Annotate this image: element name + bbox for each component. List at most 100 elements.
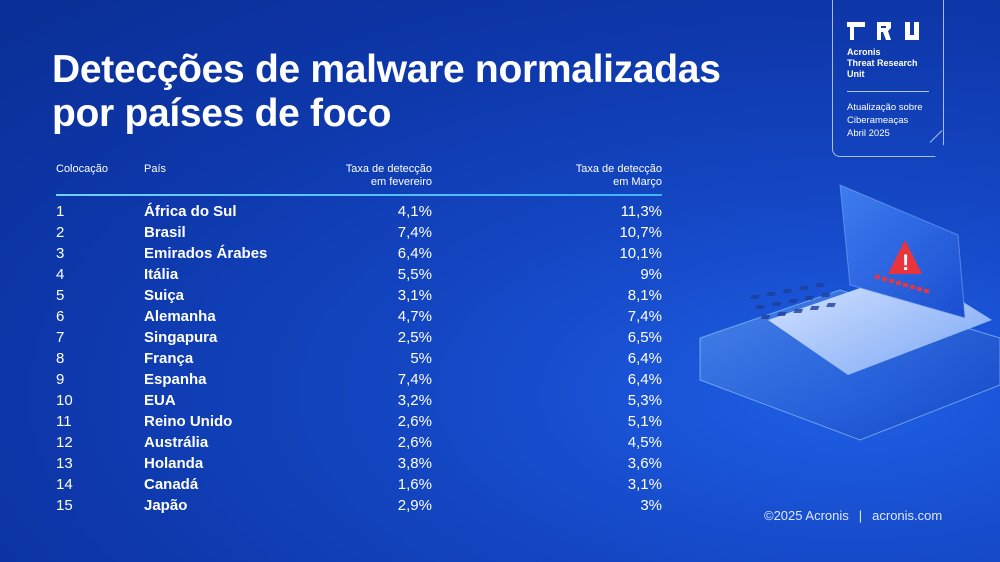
header-mar-line-2: em Março [613,176,662,188]
table-row: 5 Suiça 3,1% 8,1% [56,285,662,306]
cell-country: África do Sul [144,203,237,220]
tru-badge: Acronis Threat Research Unit Atualização… [832,0,944,157]
cell-mar-rate: 3,6% [627,455,662,472]
header-feb-line-1: Taxa de detecção [345,163,432,175]
page-title: Detecções de malware normalizadas por pa… [52,48,792,136]
table-row: 8 França 5% 6,4% [56,348,662,369]
cell-feb-rate: 3,1% [397,287,432,304]
cell-rank: 14 [56,476,73,493]
table-row: 1 África do Sul 4,1% 11,3% [56,201,662,222]
table-row: 13 Holanda 3,8% 3,6% [56,453,662,474]
header-rule [56,194,662,196]
cell-feb-rate: 2,5% [397,329,432,346]
cell-mar-rate: 5,1% [627,413,662,430]
footer-separator: | [858,508,863,523]
cell-feb-rate: 1,6% [397,476,432,493]
table-row: 3 Emirados Árabes 6,4% 10,1% [56,243,662,264]
cell-feb-rate: 4,1% [397,203,432,220]
tru-logo-icon [847,22,919,40]
header-mar: Taxa de detecção em Março [576,163,662,189]
cell-mar-rate: 3,1% [627,476,662,493]
table-row: 9 Espanha 7,4% 6,4% [56,369,662,390]
cell-rank: 15 [56,497,73,514]
cell-mar-rate: 6,4% [627,371,662,388]
cell-feb-rate: 2,6% [397,434,432,451]
badge-divider [847,91,929,92]
badge-org-line-3: Unit [847,69,865,79]
badge-org-line-2: Threat Research [847,58,918,68]
badge-org-line-1: Acronis [847,47,881,57]
cell-rank: 5 [56,287,65,304]
footer-site-link[interactable]: acronis.com [872,508,943,523]
cell-country: França [144,350,194,367]
cell-country: EUA [144,392,176,409]
cell-rank: 8 [56,350,65,367]
cell-rank: 3 [56,245,65,262]
table-row: 15 Japão 2,9% 3% [56,495,662,516]
cell-mar-rate: 6,4% [627,350,662,367]
cell-mar-rate: 11,3% [620,203,662,220]
cell-country: Canadá [144,476,199,493]
laptop-warning-icon: ! [699,184,1000,441]
table-row: 7 Singapura 2,5% 6,5% [56,327,662,348]
cell-country: Reino Unido [144,413,233,430]
table-body: 1 África do Sul 4,1% 11,3% 2 Brasil 7,4% 10,7% 3… [56,201,662,516]
title-line-1: Detecções de malware normalizadas [52,48,721,91]
table-row: 4 Itália 5,5% 9% [56,264,662,285]
warning-symbol: ! [902,250,909,275]
table-row: 6 Alemanha 4,7% 7,4% [56,306,662,327]
cell-rank: 1 [56,203,65,220]
header-feb: Taxa de detecção em fevereiro [346,163,432,189]
cell-country: Brasil [144,224,186,241]
cell-country: Alemanha [144,308,216,325]
cell-mar-rate: 10,1% [619,245,662,262]
cell-rank: 13 [56,455,73,472]
cell-feb-rate: 5% [410,350,432,367]
cell-feb-rate: 7,4% [397,224,432,241]
badge-sub-line-1: Atualização sobre [847,102,923,113]
cell-mar-rate: 8,1% [627,287,662,304]
cell-rank: 9 [56,371,65,388]
cell-mar-rate: 6,5% [627,329,662,346]
cell-rank: 4 [56,266,65,283]
cell-country: Holanda [144,455,204,472]
cell-mar-rate: 5,3% [627,392,662,409]
cell-feb-rate: 7,4% [397,371,432,388]
table-header: Colocação País Taxa de detecção em fever… [56,163,662,191]
cell-rank: 7 [56,329,65,346]
cell-rank: 12 [56,434,73,451]
cell-mar-rate: 10,7% [619,224,662,241]
badge-subtitle: Atualização sobre Ciberameaças Abril 202… [847,101,923,140]
title-line-2: por países de foco [52,92,392,135]
footer-copyright: ©2025 Acronis [764,508,849,523]
badge-sub-line-2: Ciberameaças [847,115,909,126]
detection-table: Colocação País Taxa de detecção em fever… [56,163,662,514]
cell-country: Itália [144,266,179,283]
cell-feb-rate: 3,2% [397,392,432,409]
table-row: 2 Brasil 7,4% 10,7% [56,222,662,243]
table-row: 12 Austrália 2,6% 4,5% [56,432,662,453]
table-row: 14 Canadá 1,6% 3,1% [56,474,662,495]
cell-country: Japão [144,497,188,514]
cell-feb-rate: 6,4% [397,245,432,262]
cell-feb-rate: 3,8% [397,455,432,472]
cell-country: Espanha [144,371,207,388]
badge-sub-line-3: Abril 2025 [847,128,890,139]
footer: ©2025 Acronis | acronis.com [764,508,942,523]
cell-country: Austrália [144,434,209,451]
header-mar-line-1: Taxa de detecção [575,163,662,175]
cell-mar-rate: 4,5% [627,434,662,451]
cell-feb-rate: 2,9% [397,497,432,514]
cell-feb-rate: 4,7% [397,308,432,325]
table-row: 10 EUA 3,2% 5,3% [56,390,662,411]
badge-org: Acronis Threat Research Unit [847,47,918,80]
table-row: 11 Reino Unido 2,6% 5,1% [56,411,662,432]
cell-rank: 10 [56,392,73,409]
header-feb-line-2: em fevereiro [370,176,432,188]
cell-mar-rate: 9% [640,266,662,283]
cell-country: Emirados Árabes [144,245,268,262]
header-rank: Colocação [56,163,108,175]
cell-mar-rate: 7,4% [627,308,662,325]
cell-feb-rate: 5,5% [397,266,432,283]
cell-rank: 6 [56,308,65,325]
